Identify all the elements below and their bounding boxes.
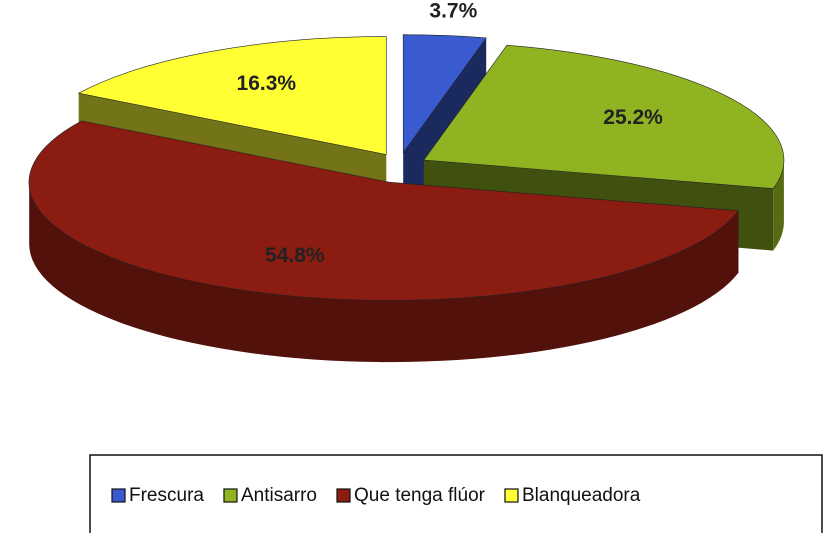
tops	[28, 34, 785, 301]
data-label: 3.7%	[429, 0, 477, 23]
legend-label: Frescura	[129, 485, 204, 506]
legend-label: Que tenga flúor	[354, 485, 486, 506]
slice	[77, 36, 387, 155]
legend-swatch	[223, 488, 238, 503]
legend-label: Blanqueadora	[522, 485, 641, 506]
slice	[423, 44, 785, 189]
data-label: 54.8%	[265, 244, 325, 267]
legend-swatch	[504, 488, 519, 503]
slice	[402, 34, 487, 154]
slice-wall	[773, 160, 784, 251]
legend-box	[89, 454, 823, 533]
legend-swatch	[111, 488, 126, 503]
data-label: 16.3%	[237, 72, 297, 95]
slice	[28, 120, 739, 301]
slice-wall	[29, 182, 739, 363]
legend-label: Antisarro	[241, 485, 317, 506]
legend-swatch	[336, 488, 351, 503]
data-label: 25.2%	[603, 106, 663, 129]
